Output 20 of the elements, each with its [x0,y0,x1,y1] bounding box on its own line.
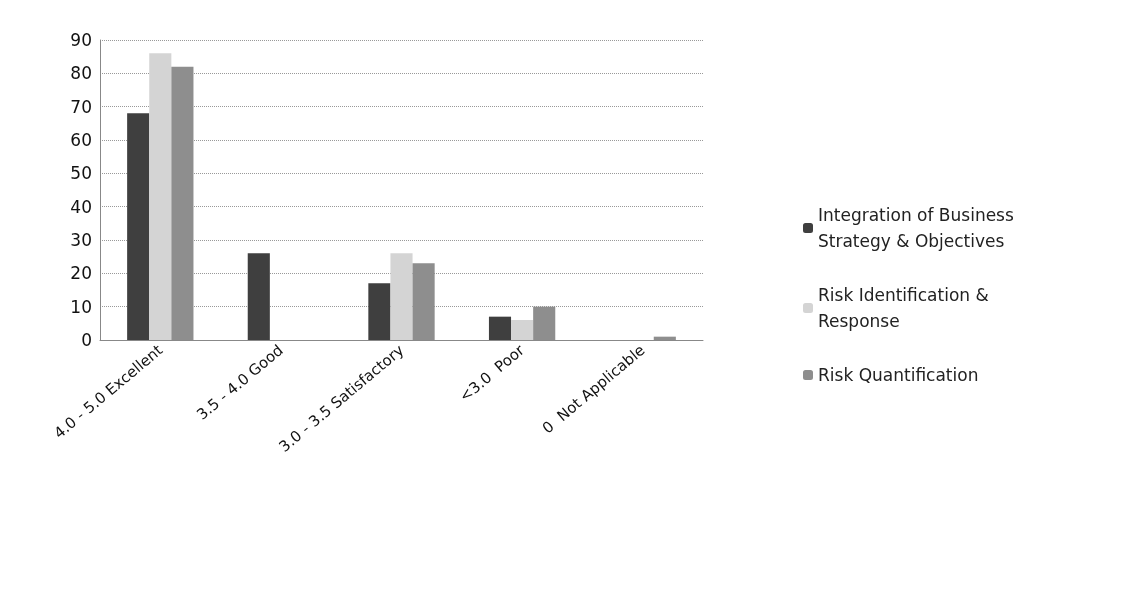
legend-label: Risk Quantification [818,365,979,385]
y-tick-label: 30 [70,230,92,250]
y-tick-label: 50 [70,163,92,184]
y-tick-label: 90 [70,30,92,50]
bar [127,113,150,340]
legend-label: Risk Identification & Response [818,285,995,331]
y-tick-label: 70 [70,96,92,117]
bar [368,283,391,340]
bar [390,253,413,340]
legend-label: Integration of Business Strategy & Objectives [818,205,1020,251]
y-tick-label: 10 [70,296,92,317]
y-tick-label: 0 [81,330,92,350]
bar [511,320,534,340]
bar [247,253,270,340]
bar [149,53,172,340]
y-tick-label: 80 [70,63,92,84]
bar [488,316,512,340]
y-tick-label: 20 [70,263,92,284]
y-tick-label: 60 [70,130,92,150]
y-tick-label: 40 [70,196,92,217]
